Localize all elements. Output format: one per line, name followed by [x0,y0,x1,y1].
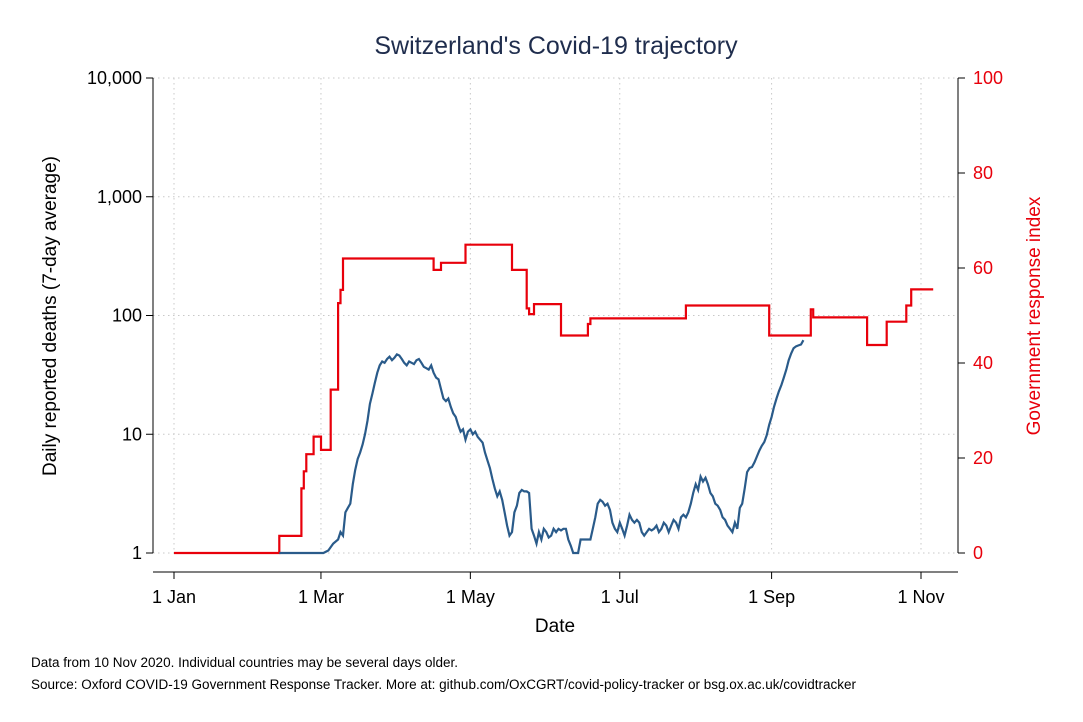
x-tick-label: 1 Nov [897,587,944,607]
y2-tick-label: 40 [973,353,993,373]
y2-tick-label: 80 [973,163,993,183]
footnote-source: Source: Oxford COVID-19 Government Respo… [31,677,857,692]
x-tick-label: 1 Jan [152,587,196,607]
x-tick-label: 1 Sep [748,587,795,607]
chart-title: Switzerland's Covid-19 trajectory [374,32,738,60]
y-tick-label: 1 [132,543,142,563]
x-tick-label: 1 May [446,587,495,607]
y-axis-ticks: 1 10 100 1,000 10,000 [87,68,153,563]
axes [152,78,959,573]
y-tick-label: 1,000 [97,187,142,207]
footnote-data-date: Data from 10 Nov 2020. Individual countr… [31,655,458,670]
x-axis-ticks: 1 Jan 1 Mar 1 May 1 Jul 1 Sep 1 Nov [152,572,945,607]
y-tick-label: 10 [122,424,142,444]
y-tick-label: 100 [112,306,142,326]
y2-tick-label: 0 [973,543,983,563]
series-daily-deaths [279,339,805,555]
series-government-response-index [174,243,934,555]
x-axis-label: Date [535,616,575,637]
x-tick-label: 1 Mar [298,587,344,607]
x-tick-label: 1 Jul [601,587,639,607]
y2-tick-label: 60 [973,258,993,278]
y2-tick-label: 100 [973,68,1003,88]
y-axis-label: Daily reported deaths (7-day average) [40,156,61,476]
y2-axis-label: Government response index [1024,196,1045,435]
grid-lines [153,77,958,554]
y-tick-label: 10,000 [87,68,142,88]
y2-axis-ticks: 0 20 40 60 80 100 [958,68,1003,563]
y2-tick-label: 20 [973,448,993,468]
